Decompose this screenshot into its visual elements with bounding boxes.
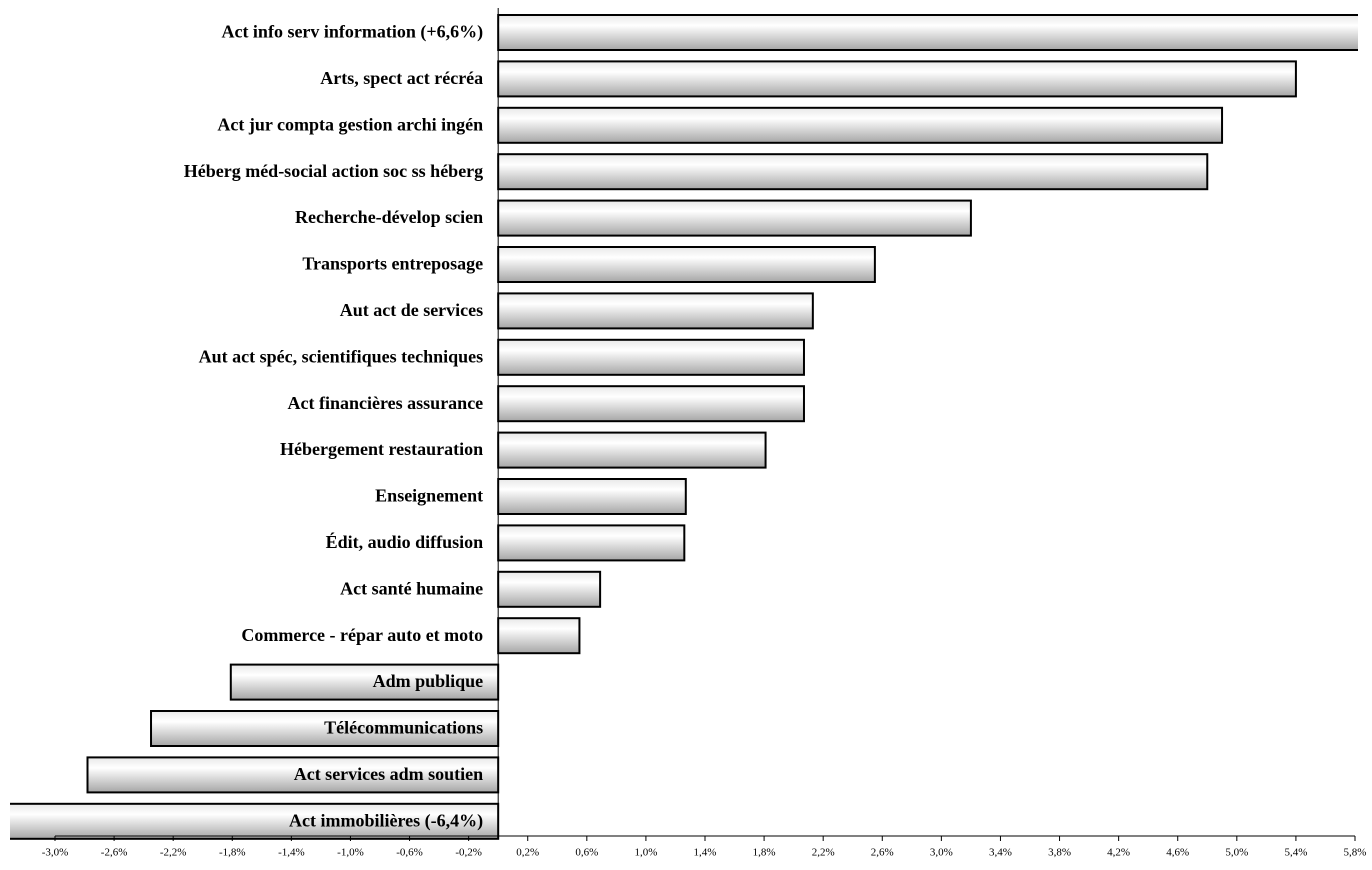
x-tick-label: 2,2% bbox=[812, 847, 835, 859]
category-label: Hébergement restauration bbox=[280, 439, 483, 459]
bar bbox=[229, 663, 500, 701]
bar bbox=[497, 524, 686, 562]
category-label: Télécommunications bbox=[324, 718, 483, 738]
category-label: Adm publique bbox=[373, 671, 484, 691]
x-tick-label: 1,4% bbox=[694, 847, 717, 859]
x-tick-label: 5,0% bbox=[1225, 847, 1248, 859]
x-tick-label: 1,8% bbox=[753, 847, 776, 859]
category-label: Édit, audio diffusion bbox=[326, 531, 484, 552]
x-tick-label: -1,0% bbox=[337, 847, 364, 859]
bar bbox=[497, 570, 602, 608]
category-label: Commerce - répar auto et moto bbox=[241, 625, 483, 645]
bar bbox=[497, 14, 1358, 51]
bar bbox=[497, 385, 805, 423]
category-label: Héberg méd-social action soc ss héberg bbox=[184, 161, 483, 181]
x-tick-label: 3,4% bbox=[989, 847, 1012, 859]
bar bbox=[497, 431, 767, 469]
x-tick-label: -2,2% bbox=[160, 847, 187, 859]
x-tick-label: 1,0% bbox=[634, 847, 657, 859]
category-label: Act info serv information (+6,6%) bbox=[221, 22, 483, 43]
x-tick-label: -1,8% bbox=[219, 847, 246, 859]
bar bbox=[497, 338, 805, 376]
category-label: Aut act spéc, scientifiques techniques bbox=[199, 346, 484, 366]
bars bbox=[10, 14, 1358, 840]
x-tick-label: -3,0% bbox=[42, 847, 69, 859]
x-tick-label: 4,2% bbox=[1107, 847, 1130, 859]
x-tick-label: 0,6% bbox=[575, 847, 598, 859]
x-tick-label: 2,6% bbox=[871, 847, 894, 859]
bar bbox=[497, 292, 814, 330]
x-tick-label: 4,6% bbox=[1166, 847, 1189, 859]
x-tick-label: 3,8% bbox=[1048, 847, 1071, 859]
x-tick-label: 3,0% bbox=[930, 847, 953, 859]
category-label: Act services adm soutien bbox=[294, 764, 483, 784]
bar bbox=[497, 246, 876, 283]
category-label: Transports entreposage bbox=[302, 254, 483, 274]
bar bbox=[497, 199, 972, 237]
category-label: Act jur compta gestion archi ingén bbox=[217, 114, 483, 134]
bar bbox=[497, 617, 581, 655]
x-tick-label: -0,6% bbox=[396, 847, 423, 859]
category-label: Act santé humaine bbox=[340, 578, 483, 598]
bar bbox=[497, 60, 1297, 98]
x-tick-label: 5,8% bbox=[1344, 847, 1367, 859]
bar bbox=[86, 756, 500, 794]
category-label: Enseignement bbox=[375, 486, 483, 506]
bar bbox=[150, 710, 500, 747]
x-tick-label: 5,4% bbox=[1284, 847, 1307, 859]
category-label: Arts, spect act récréa bbox=[320, 68, 483, 88]
x-tick-label: -0,2% bbox=[455, 847, 482, 859]
category-label: Act financières assurance bbox=[288, 393, 484, 413]
bar bbox=[497, 478, 687, 515]
bar bbox=[10, 802, 500, 840]
x-tick-label: 0,2% bbox=[516, 847, 539, 859]
category-label: Aut act de services bbox=[340, 300, 483, 320]
category-label: Act immobilières (-6,4%) bbox=[289, 810, 483, 831]
x-tick-label: -1,4% bbox=[278, 847, 305, 859]
bar bbox=[497, 106, 1224, 144]
x-tick-label: -2,6% bbox=[101, 847, 128, 859]
bar bbox=[497, 153, 1209, 191]
category-label: Recherche-dévelop scien bbox=[295, 207, 483, 227]
